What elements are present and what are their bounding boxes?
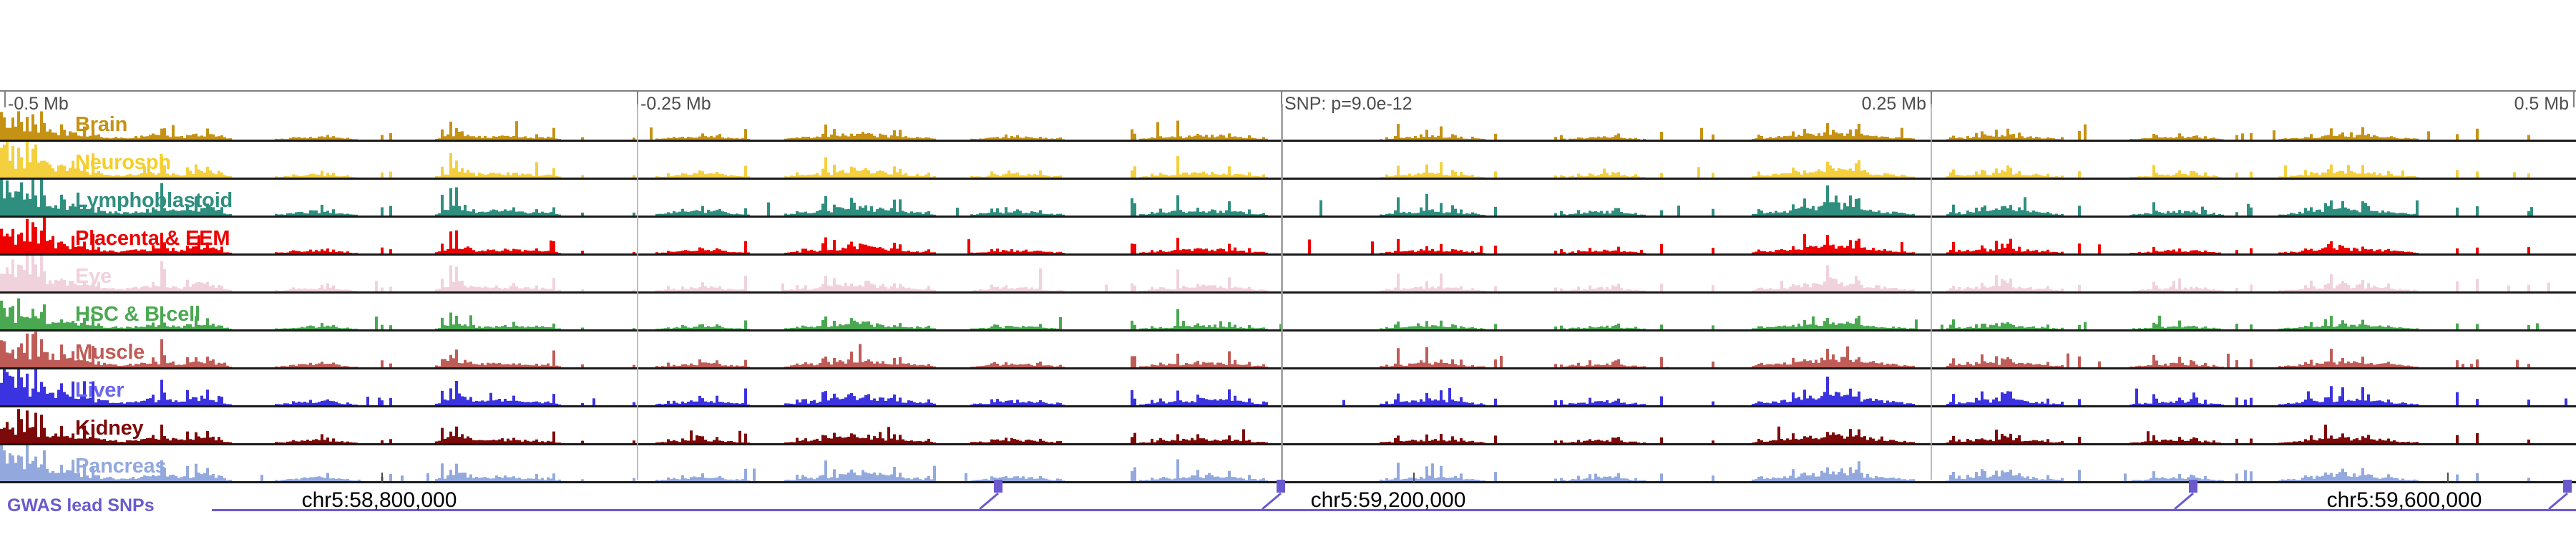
track-baseline <box>0 367 2576 369</box>
track-baseline <box>0 178 2576 180</box>
track-baseline <box>0 481 2576 483</box>
ruler-tick <box>637 92 638 107</box>
track-baseline <box>0 405 2576 407</box>
coordinate-tick <box>1413 473 1415 483</box>
track-label-pancreas: Pancreas <box>75 455 167 478</box>
position-ruler: -0.5 Mb -0.25 Mb SNP: p=9.0e-12 0.25 Mb 0.5 … <box>0 90 2576 122</box>
gwas-snp-marker[interactable] <box>1277 480 1285 493</box>
signal-histogram <box>0 332 2576 367</box>
track-label-lymphoblastoid: Lymphoblastoid <box>75 189 233 212</box>
signal-track-row[interactable]: Eye <box>0 256 2576 294</box>
ruler-tick-label: -0.5 Mb <box>8 94 69 114</box>
track-label-eye: Eye <box>75 265 112 288</box>
signal-track-row[interactable]: Liver <box>0 369 2576 407</box>
track-label-liver: Liver <box>75 379 125 402</box>
signal-histogram <box>0 180 2576 216</box>
track-baseline <box>0 443 2576 445</box>
track-label-kidney: Kidney <box>75 417 144 440</box>
gwas-snp-marker[interactable] <box>994 480 1002 493</box>
coordinate-tick <box>2447 473 2449 483</box>
gwas-snp-connector <box>2548 492 2568 511</box>
ruler-tick <box>1281 92 1282 107</box>
signal-track-row[interactable]: Muscle <box>0 332 2576 369</box>
ruler-tick-label: -0.25 Mb <box>640 94 711 114</box>
signal-histogram <box>0 256 2576 291</box>
track-label-brain: Brain <box>75 113 128 136</box>
track-baseline <box>0 329 2576 332</box>
signal-track-row[interactable]: Kidney <box>0 407 2576 445</box>
gwas-axis-line <box>212 509 2576 511</box>
track-label-neurosph: Neurosph <box>75 151 171 174</box>
coordinate-label: chr5:58,800,000 <box>301 488 457 512</box>
signal-track-row[interactable]: Lymphoblastoid <box>0 180 2576 218</box>
signal-track-row[interactable]: Placenta & EEM <box>0 218 2576 256</box>
track-baseline <box>0 253 2576 256</box>
gwas-track-label: GWAS lead SNPs <box>7 495 155 516</box>
gwas-snp-connector <box>979 492 999 511</box>
signal-histogram <box>0 294 2576 329</box>
track-label-placenta-eem: Placenta & EEM <box>75 227 230 250</box>
signal-track-row[interactable]: Neurosph <box>0 142 2576 180</box>
signal-track-row[interactable]: HSC & B-cell <box>0 294 2576 332</box>
gwas-snp-marker[interactable] <box>2189 480 2197 493</box>
coordinate-label: chr5:59,200,000 <box>1310 488 1466 512</box>
ruler-tick <box>1931 92 1932 107</box>
track-baseline <box>0 140 2576 142</box>
signal-histogram <box>0 104 2576 140</box>
coordinate-tick <box>381 473 383 483</box>
signal-track-row[interactable]: Brain <box>0 104 2576 142</box>
ruler-tick <box>2573 92 2575 107</box>
ruler-tick-label: SNP: p=9.0e-12 <box>1284 94 1413 114</box>
coordinate-label: chr5:59,600,000 <box>2326 488 2482 512</box>
gwas-snp-connector <box>2174 492 2194 511</box>
gwas-snp-marker[interactable] <box>2563 480 2572 493</box>
track-label-hsc-b-cell: HSC & B-cell <box>75 303 200 326</box>
gwas-lead-snps-track: GWAS lead SNPs chr5:58,800,000 chr5:59,20… <box>0 473 2576 537</box>
signal-tracks: Brain Neurosph Lymphoblastoid Placenta & EE… <box>0 104 2576 483</box>
signal-histogram <box>0 407 2576 443</box>
signal-histogram <box>0 369 2576 405</box>
signal-histogram <box>0 445 2576 481</box>
signal-histogram <box>0 142 2576 178</box>
signal-track-row[interactable]: Pancreas <box>0 445 2576 483</box>
ruler-tick-label: 0.5 Mb <box>2514 94 2569 114</box>
signal-histogram <box>0 218 2576 253</box>
ruler-tick <box>4 92 6 107</box>
gwas-snp-markers <box>979 480 2572 511</box>
track-baseline <box>0 291 2576 294</box>
track-baseline <box>0 216 2576 218</box>
gwas-snp-connector <box>1262 492 1282 511</box>
track-label-muscle: Muscle <box>75 341 145 364</box>
ruler-tick-label: 0.25 Mb <box>1861 94 1926 114</box>
